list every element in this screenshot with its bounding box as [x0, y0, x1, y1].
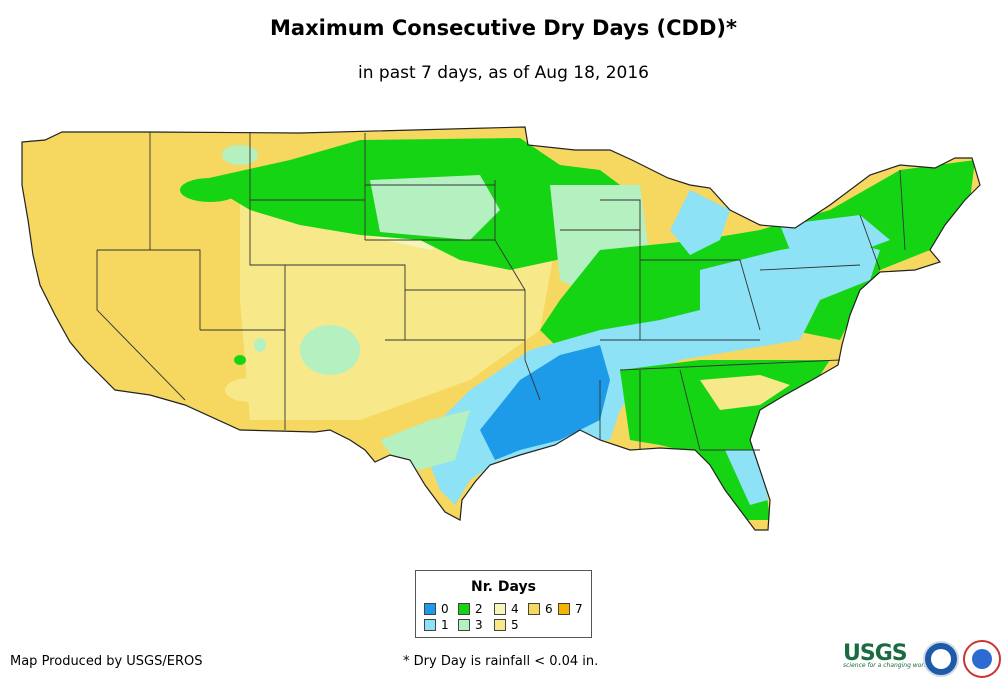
legend-swatch-3: [458, 619, 470, 631]
legend-item-1: 1: [424, 618, 449, 632]
legend-label-3: 3: [475, 618, 483, 632]
map-credit: Map Produced by USGS/EROS: [10, 654, 203, 669]
noaa-logo: [923, 641, 959, 677]
legend-swatch-5: [494, 619, 506, 631]
legend-item-4: 4: [494, 602, 519, 616]
legend-swatch-7: [558, 603, 570, 615]
region-cdd-3-mt: [222, 145, 258, 165]
legend-label-2: 2: [475, 602, 483, 616]
cdd-category-regions: [22, 127, 980, 530]
state-borders: [96, 132, 906, 451]
dry-day-footnote: * Dry Day is rainfall < 0.04 in.: [403, 654, 599, 669]
legend-label-0: 0: [441, 602, 449, 616]
usgs-logo: USGS science for a changing world: [843, 641, 929, 669]
legend-item-6: 6: [528, 602, 553, 616]
region-cdd-2-id: [180, 178, 240, 202]
region-cdd-3-nm: [300, 325, 360, 375]
region-cdd-1-ohio: [700, 240, 880, 310]
legend-swatch-2: [458, 603, 470, 615]
legend-swatch-4: [494, 603, 506, 615]
legend-label-5: 5: [511, 618, 519, 632]
region-cdd-1-gulf: [420, 300, 820, 505]
legend-item-0: 0: [424, 602, 449, 616]
legend-swatch-1: [424, 619, 436, 631]
region-cdd-5-az: [225, 378, 275, 402]
legend-item-2: 2: [458, 602, 483, 616]
usgs-logo-text: USGS: [843, 641, 908, 666]
legend-swatch-0: [424, 603, 436, 615]
usgs-tagline: science for a changing world: [843, 662, 930, 669]
legend-label-7: 7: [575, 602, 583, 616]
region-cdd-5-carolinas: [700, 375, 790, 410]
legend-title: Nr. Days: [471, 579, 536, 595]
legend-label-1: 1: [441, 618, 449, 632]
region-cdd-3-az: [254, 338, 266, 352]
legend-item-5: 5: [494, 618, 519, 632]
region-cdd-1-mi: [670, 190, 730, 255]
region-cdd-3-midwest: [370, 175, 500, 240]
region-cdd-1-fl: [725, 450, 768, 505]
legend-item-3: 3: [458, 618, 483, 632]
region-cdd-2-east: [540, 160, 975, 350]
region-cdd-2-az: [234, 355, 246, 365]
legend-label-6: 6: [545, 602, 553, 616]
legend-swatch-6: [528, 603, 540, 615]
legend: Nr. Days 0 1 2 3 4 5 6 7: [415, 570, 592, 638]
map-subtitle: in past 7 days, as of Aug 18, 2016: [358, 63, 649, 83]
map-title: Maximum Consecutive Dry Days (CDD)*: [270, 16, 737, 40]
legend-label-4: 4: [511, 602, 519, 616]
region-cdd-3-tx: [380, 410, 470, 470]
nws-logo: [963, 640, 1001, 678]
legend-item-7: 7: [558, 602, 583, 616]
region-cdd-1-ny: [780, 215, 890, 255]
